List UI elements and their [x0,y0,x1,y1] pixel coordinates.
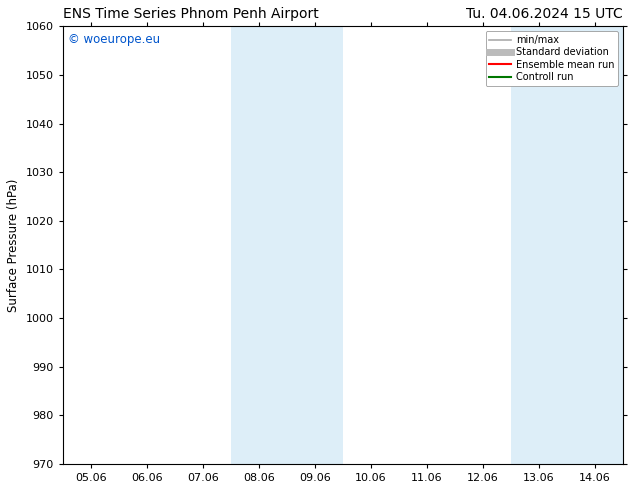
Bar [231,26,287,464]
Bar [567,26,623,464]
Bar [287,26,343,464]
Text: ENS Time Series Phnom Penh Airport: ENS Time Series Phnom Penh Airport [63,7,318,21]
Legend: min/max, Standard deviation, Ensemble mean run, Controll run: min/max, Standard deviation, Ensemble me… [486,31,618,86]
Text: © woeurope.eu: © woeurope.eu [68,33,160,46]
Text: Tu. 04.06.2024 15 UTC: Tu. 04.06.2024 15 UTC [466,7,623,21]
Bar [511,26,567,464]
Y-axis label: Surface Pressure (hPa): Surface Pressure (hPa) [7,178,20,312]
